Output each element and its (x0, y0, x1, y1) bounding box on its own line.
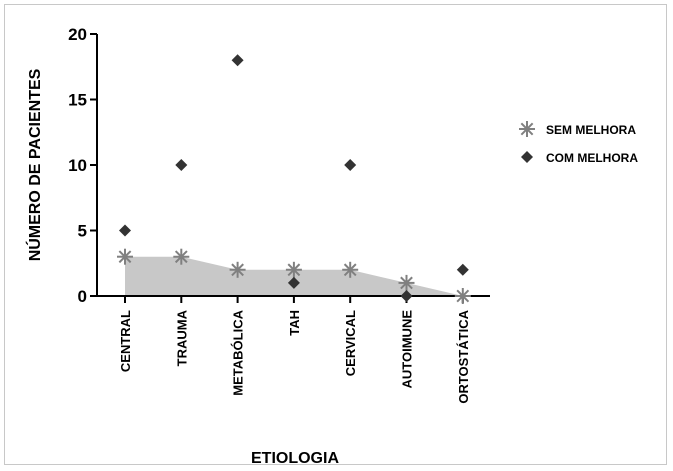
sem-melhora-point (117, 248, 133, 265)
y-tick-label: 5 (78, 222, 87, 241)
axes-layer: 0 5 10 15 20 CENTRAL TRAUMA METABÓLICA TAH CERVIC… (68, 25, 490, 404)
y-axis-title: NÚMERO DE PACIENTES (25, 68, 44, 261)
sem-melhora-point (285, 261, 302, 278)
x-tick-label: TRAUMA (174, 309, 189, 366)
com-melhora-point (119, 224, 131, 237)
sem-melhora-point (229, 261, 246, 278)
legend-label-sem-melhora: SEM MELHORA (546, 123, 636, 137)
com-melhora-point (175, 159, 188, 171)
sem-melhora-point (454, 288, 471, 304)
com-melhora-point (287, 276, 300, 289)
y-tick-label: 10 (68, 156, 87, 175)
legend-label-com-melhora: COM MELHORA (546, 151, 638, 165)
x-axis-title: ETIOLOGIA (251, 450, 339, 467)
sem-melhora-point (173, 248, 190, 265)
com-melhora-point (344, 159, 357, 171)
chart-frame (4, 4, 667, 465)
x-tick-label: CENTRAL (118, 310, 133, 372)
y-tick-label: 20 (68, 25, 87, 44)
sem-melhora-point (398, 274, 415, 291)
com-melhora-legend-marker (521, 151, 533, 163)
x-tick-label: TAH (287, 310, 302, 336)
y-tick-label: 0 (78, 287, 87, 306)
sem-melhora-legend-marker (519, 121, 535, 137)
legend: SEM MELHORA COM MELHORA (519, 121, 638, 165)
sem-melhora-point (342, 261, 359, 278)
y-tick-label: 15 (68, 91, 87, 110)
com-melhora-point (231, 54, 244, 67)
x-tick-label: CERVICAL (343, 310, 358, 376)
marks-layer (117, 54, 471, 304)
x-tick-label: ORTOSTÁTICA (456, 309, 471, 403)
x-tick-label: AUTOIMUNE (400, 310, 415, 389)
x-tick-label: METABÓLICA (231, 309, 246, 395)
com-melhora-point (456, 263, 469, 276)
com-melhora-point (400, 290, 413, 302)
